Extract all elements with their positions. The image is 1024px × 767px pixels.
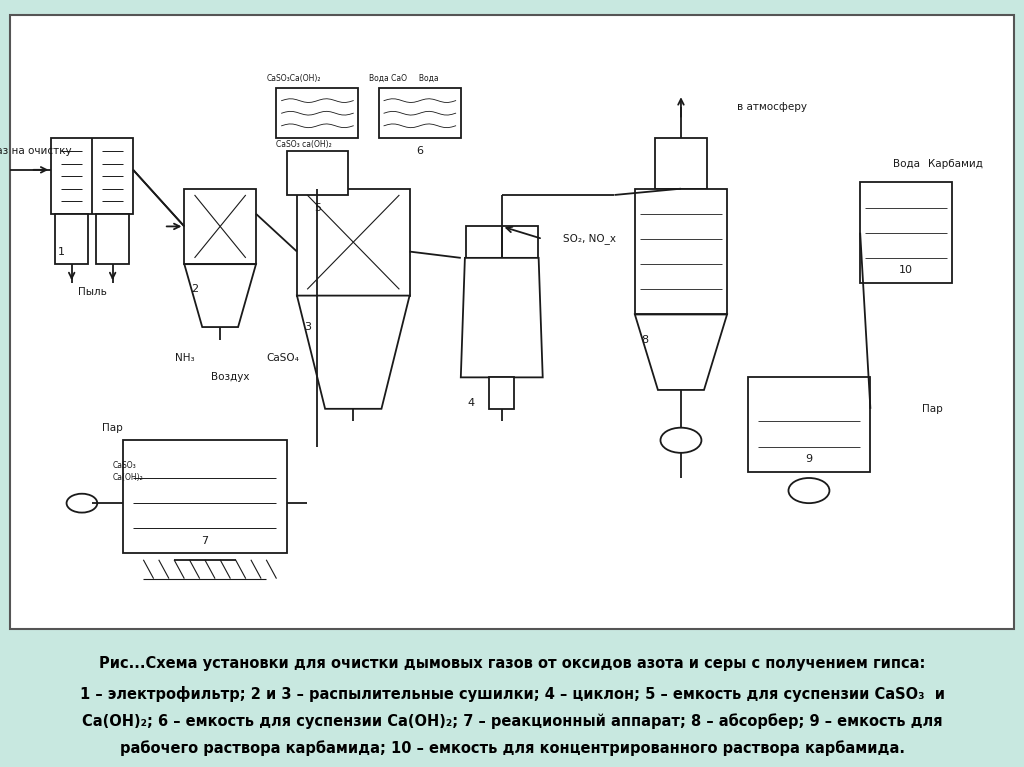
Text: Вода: Вода: [893, 159, 920, 169]
Text: 6: 6: [417, 146, 423, 156]
Text: 9: 9: [806, 454, 812, 464]
Text: Воздух: Воздух: [211, 372, 250, 383]
Text: 2: 2: [191, 285, 198, 295]
Bar: [860, 183, 952, 283]
Text: Карбамид: Карбамид: [928, 159, 983, 169]
Text: в атмосферу: в атмосферу: [737, 102, 807, 112]
Polygon shape: [461, 258, 543, 377]
Text: NH₃: NH₃: [174, 354, 195, 364]
Bar: [489, 377, 514, 409]
Polygon shape: [297, 295, 410, 409]
Bar: [276, 88, 358, 138]
Text: Рис...Схема установки для очистки дымовых газов от оксидов азота и серы с получе: Рис...Схема установки для очистки дымовы…: [98, 656, 926, 671]
Text: 5: 5: [314, 202, 321, 212]
Bar: [379, 88, 461, 138]
Bar: [184, 189, 256, 264]
Bar: [466, 226, 538, 258]
Text: Пыль: Пыль: [78, 288, 106, 298]
Text: 1: 1: [58, 246, 65, 257]
Polygon shape: [96, 214, 129, 264]
Text: Пар: Пар: [102, 423, 123, 433]
Text: 7: 7: [202, 536, 208, 546]
Text: 4: 4: [468, 397, 474, 407]
Bar: [51, 138, 133, 214]
Bar: [635, 189, 727, 314]
Bar: [748, 377, 870, 472]
Text: Ca(OH)₂; 6 – емкость для суспензии Ca(OH)₂; 7 – реакционный аппарат; 8 – абсорбе: Ca(OH)₂; 6 – емкость для суспензии Ca(OH…: [82, 713, 942, 729]
Text: Вода CaO     Вода: Вода CaO Вода: [369, 74, 438, 83]
Text: 3: 3: [304, 322, 310, 332]
Polygon shape: [55, 214, 88, 264]
Polygon shape: [184, 264, 256, 327]
Bar: [123, 440, 287, 554]
Text: CaSO₃Ca(OH)₂: CaSO₃Ca(OH)₂: [266, 74, 321, 83]
Text: 8: 8: [642, 334, 648, 344]
Text: CaSO₄: CaSO₄: [266, 354, 299, 364]
Text: Пар: Пар: [922, 403, 942, 414]
Text: 10: 10: [899, 265, 913, 275]
Bar: [297, 189, 410, 295]
Bar: [287, 151, 348, 195]
Text: Газ на очистку: Газ на очистку: [0, 146, 72, 156]
Text: рабочего раствора карбамида; 10 – емкость для концентрированного раствора карбам: рабочего раствора карбамида; 10 – емкост…: [120, 740, 904, 755]
Text: 1 – электрофильтр; 2 и 3 – распылительные сушилки; 4 – циклон; 5 – емкость для с: 1 – электрофильтр; 2 и 3 – распылительны…: [80, 686, 944, 702]
Polygon shape: [635, 314, 727, 390]
Text: SO₂, NO_x: SO₂, NO_x: [563, 233, 616, 245]
Text: CaSO₃ ca(OH)₂: CaSO₃ ca(OH)₂: [276, 140, 332, 149]
Text: Ca(OH)₂: Ca(OH)₂: [113, 473, 143, 482]
Bar: [655, 138, 707, 189]
Text: CaSO₃: CaSO₃: [113, 461, 136, 470]
